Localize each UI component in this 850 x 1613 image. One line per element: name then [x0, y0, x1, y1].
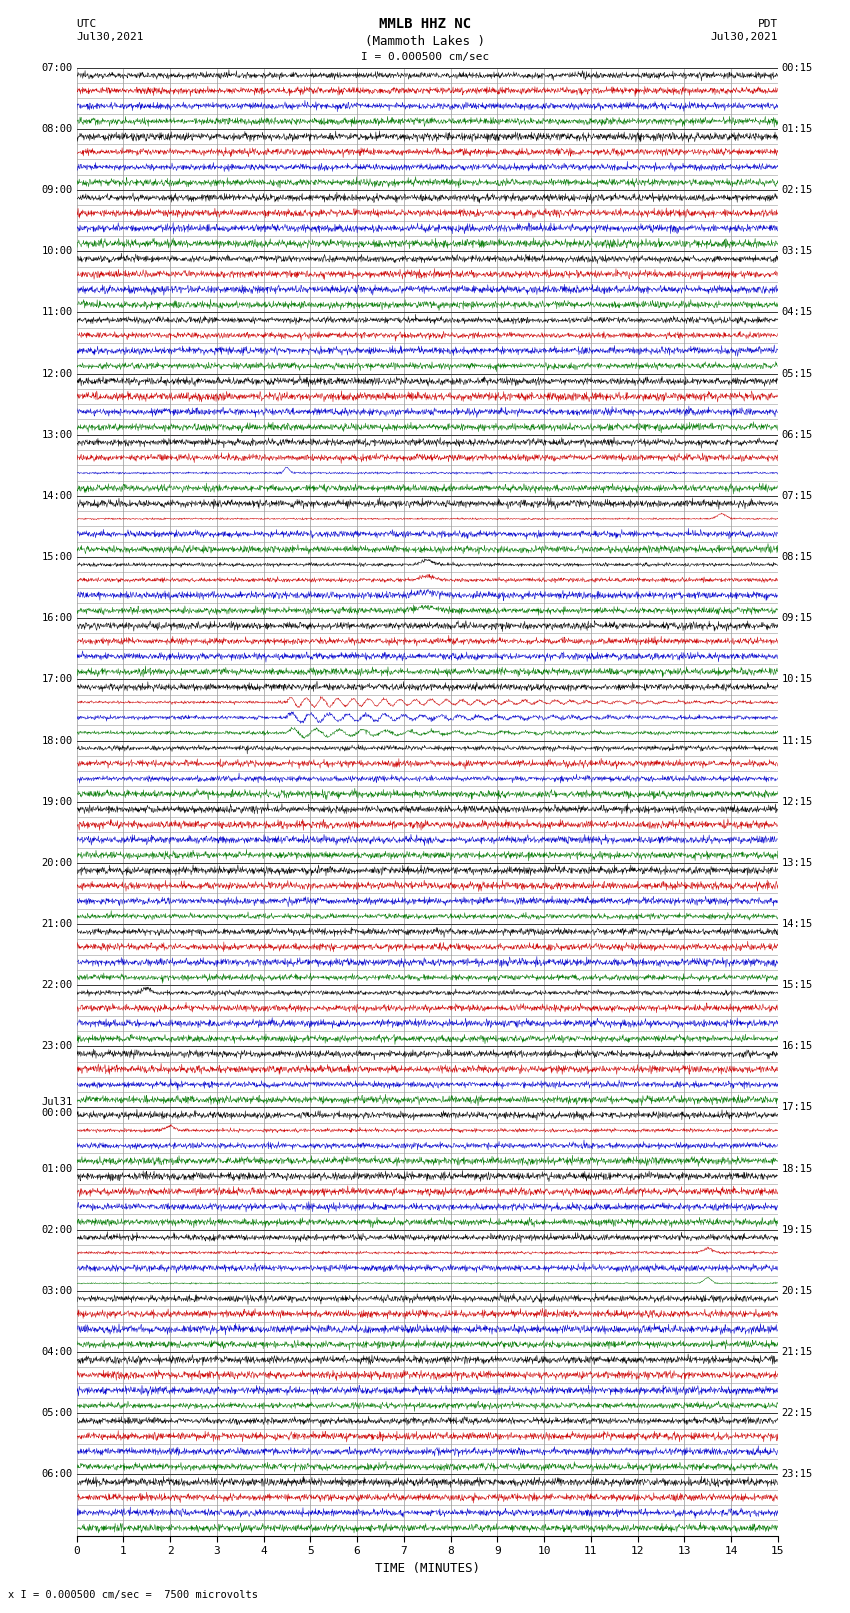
Text: 07:15: 07:15: [781, 490, 813, 502]
Text: 05:15: 05:15: [781, 368, 813, 379]
Text: 06:00: 06:00: [42, 1469, 73, 1479]
Text: 23:00: 23:00: [42, 1042, 73, 1052]
Text: 14:15: 14:15: [781, 919, 813, 929]
Text: 01:00: 01:00: [42, 1163, 73, 1174]
Text: Jul30,2021: Jul30,2021: [711, 32, 778, 42]
Text: 22:00: 22:00: [42, 981, 73, 990]
Text: 10:00: 10:00: [42, 247, 73, 256]
Text: 17:00: 17:00: [42, 674, 73, 684]
Text: 03:15: 03:15: [781, 247, 813, 256]
Text: 13:00: 13:00: [42, 429, 73, 440]
Text: 11:00: 11:00: [42, 308, 73, 318]
Text: 06:15: 06:15: [781, 429, 813, 440]
Text: 16:00: 16:00: [42, 613, 73, 623]
Text: Jul30,2021: Jul30,2021: [76, 32, 144, 42]
Text: 15:00: 15:00: [42, 552, 73, 561]
Text: 20:00: 20:00: [42, 858, 73, 868]
Text: 10:15: 10:15: [781, 674, 813, 684]
Text: 23:15: 23:15: [781, 1469, 813, 1479]
Text: 12:15: 12:15: [781, 797, 813, 806]
Text: 07:00: 07:00: [42, 63, 73, 73]
Text: 03:00: 03:00: [42, 1286, 73, 1295]
Text: 05:00: 05:00: [42, 1408, 73, 1418]
Text: 22:15: 22:15: [781, 1408, 813, 1418]
Text: 04:15: 04:15: [781, 308, 813, 318]
Text: 09:15: 09:15: [781, 613, 813, 623]
Text: 04:00: 04:00: [42, 1347, 73, 1357]
Text: 01:15: 01:15: [781, 124, 813, 134]
Text: 19:00: 19:00: [42, 797, 73, 806]
Text: I = 0.000500 cm/sec: I = 0.000500 cm/sec: [361, 52, 489, 63]
Text: 08:00: 08:00: [42, 124, 73, 134]
Text: PDT: PDT: [757, 19, 778, 29]
Text: 00:15: 00:15: [781, 63, 813, 73]
Text: 14:00: 14:00: [42, 490, 73, 502]
Text: 15:15: 15:15: [781, 981, 813, 990]
Text: 21:00: 21:00: [42, 919, 73, 929]
Text: MMLB HHZ NC: MMLB HHZ NC: [379, 18, 471, 31]
Text: 12:00: 12:00: [42, 368, 73, 379]
Text: 13:15: 13:15: [781, 858, 813, 868]
X-axis label: TIME (MINUTES): TIME (MINUTES): [375, 1561, 479, 1574]
Text: 09:00: 09:00: [42, 185, 73, 195]
Text: (Mammoth Lakes ): (Mammoth Lakes ): [365, 34, 485, 47]
Text: 19:15: 19:15: [781, 1224, 813, 1236]
Text: 20:15: 20:15: [781, 1286, 813, 1295]
Text: 02:15: 02:15: [781, 185, 813, 195]
Text: Jul31
00:00: Jul31 00:00: [42, 1097, 73, 1118]
Text: 02:00: 02:00: [42, 1224, 73, 1236]
Text: 08:15: 08:15: [781, 552, 813, 561]
Text: 11:15: 11:15: [781, 736, 813, 745]
Text: 21:15: 21:15: [781, 1347, 813, 1357]
Text: 18:00: 18:00: [42, 736, 73, 745]
Text: 17:15: 17:15: [781, 1102, 813, 1113]
Text: x I = 0.000500 cm/sec =  7500 microvolts: x I = 0.000500 cm/sec = 7500 microvolts: [8, 1590, 258, 1600]
Text: UTC: UTC: [76, 19, 97, 29]
Text: 16:15: 16:15: [781, 1042, 813, 1052]
Text: 18:15: 18:15: [781, 1163, 813, 1174]
